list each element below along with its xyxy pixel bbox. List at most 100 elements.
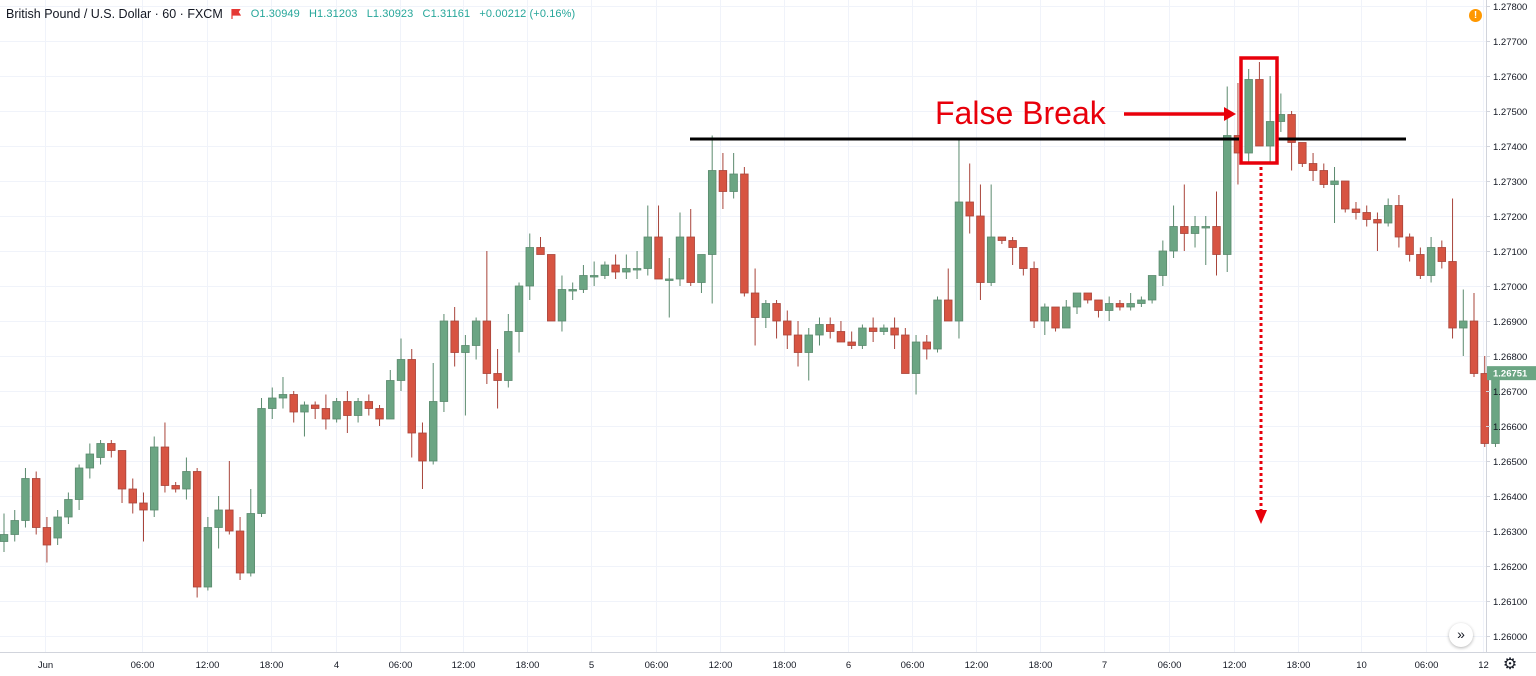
warning-icon[interactable]: ! (1469, 9, 1482, 22)
candle-body (1040, 306, 1050, 322)
candle-body (665, 278, 674, 281)
candle (1341, 180, 1350, 213)
ohlc-high: H1.31203 (309, 8, 358, 20)
candle-body (1383, 205, 1393, 224)
candle-body (42, 527, 52, 546)
candle (1319, 163, 1328, 188)
candle-body (525, 247, 534, 287)
false-break-box (1239, 56, 1279, 165)
candle (868, 317, 878, 342)
x-tick-label: 5 (589, 660, 594, 671)
y-tick-label: 1.26800 (1493, 352, 1527, 363)
candle-body (396, 359, 406, 381)
candle (1330, 167, 1339, 223)
candle (1362, 205, 1371, 227)
candle (407, 349, 416, 458)
x-tick-label: 12:00 (709, 660, 733, 671)
candle (622, 254, 631, 279)
candle-body (729, 173, 738, 192)
candle-body (1201, 226, 1210, 229)
candle-body (1330, 180, 1339, 185)
candle (697, 254, 706, 293)
y-tick-label: 1.27200 (1493, 212, 1527, 223)
candle (1040, 303, 1050, 335)
candle (461, 335, 470, 416)
candle-body (1126, 303, 1135, 308)
x-tick-label: Jun (38, 660, 53, 671)
candle (375, 405, 384, 426)
candle-body (589, 275, 599, 278)
candle-body (1351, 208, 1361, 213)
ohlc-low: L1.30923 (366, 8, 414, 20)
candle-body (64, 499, 73, 518)
candle-body (858, 327, 867, 346)
symbol-title[interactable]: British Pound / U.S. Dollar · 60 · FXCM (6, 7, 223, 21)
gear-icon[interactable]: ⚙ (1502, 656, 1518, 673)
candle-body (1491, 373, 1500, 444)
candle (128, 478, 137, 514)
candle (654, 205, 663, 280)
candle-body (965, 201, 974, 217)
candle (246, 489, 255, 577)
candle (0, 513, 9, 552)
candle-body (482, 320, 492, 374)
candle-body (890, 327, 899, 336)
y-tick-label: 1.27800 (1493, 2, 1527, 13)
candle-body (364, 401, 374, 409)
candle-body (976, 215, 985, 283)
candle-body (815, 324, 824, 336)
x-tick-label: 12:00 (452, 660, 476, 671)
candle-body (1019, 247, 1028, 269)
candle-body (235, 530, 245, 574)
candle-body (428, 401, 438, 462)
flag-icon[interactable] (231, 9, 241, 19)
x-tick-label: 18:00 (260, 660, 284, 671)
candle (986, 184, 996, 286)
candle (300, 401, 309, 437)
candle (836, 321, 846, 343)
false-break-label: False Break (935, 95, 1107, 131)
candle-body (986, 236, 996, 283)
candle (858, 324, 867, 349)
candle (793, 321, 803, 367)
candle-body (332, 401, 341, 420)
candle (504, 314, 513, 388)
candle-body (439, 320, 449, 402)
candle (954, 139, 964, 339)
candle-body (1244, 79, 1253, 154)
candle (665, 258, 674, 318)
candle (557, 275, 567, 332)
time-axis[interactable]: Jun 06:00 12:00 18:00 4 06:00 12:00 18:00 5 06:00… (38, 660, 1489, 671)
scroll-right-button[interactable]: » (1449, 623, 1473, 647)
price-axis[interactable]: 1.27800 1.27700 1.27600 1.27500 1.27400 1.273… (1486, 2, 1536, 643)
candle (139, 492, 148, 542)
candle (1298, 142, 1307, 167)
candle (1448, 198, 1457, 339)
candle (1019, 247, 1028, 276)
x-tick-label: 10 (1356, 660, 1367, 671)
candle-body (707, 170, 717, 255)
candle-body (697, 254, 706, 283)
x-tick-label: 06:00 (901, 660, 925, 671)
candle (1158, 240, 1168, 286)
candle (1137, 296, 1146, 307)
candle (568, 282, 577, 300)
candle-body (450, 320, 459, 353)
candle (675, 212, 685, 286)
candle (1480, 356, 1489, 447)
x-tick-label: 12:00 (1223, 660, 1247, 671)
candle-body (310, 404, 320, 409)
candle (1469, 293, 1479, 377)
candle-body (493, 373, 502, 381)
candle (761, 300, 771, 328)
candle (171, 482, 180, 493)
y-tick-label: 1.27600 (1493, 72, 1527, 83)
candle-body (826, 324, 835, 332)
candle-body (997, 236, 1007, 241)
candle-body (1104, 303, 1114, 311)
candle-body (117, 450, 127, 490)
candle-body (793, 334, 803, 353)
candle-body (1051, 306, 1060, 329)
candle-body (53, 516, 62, 539)
